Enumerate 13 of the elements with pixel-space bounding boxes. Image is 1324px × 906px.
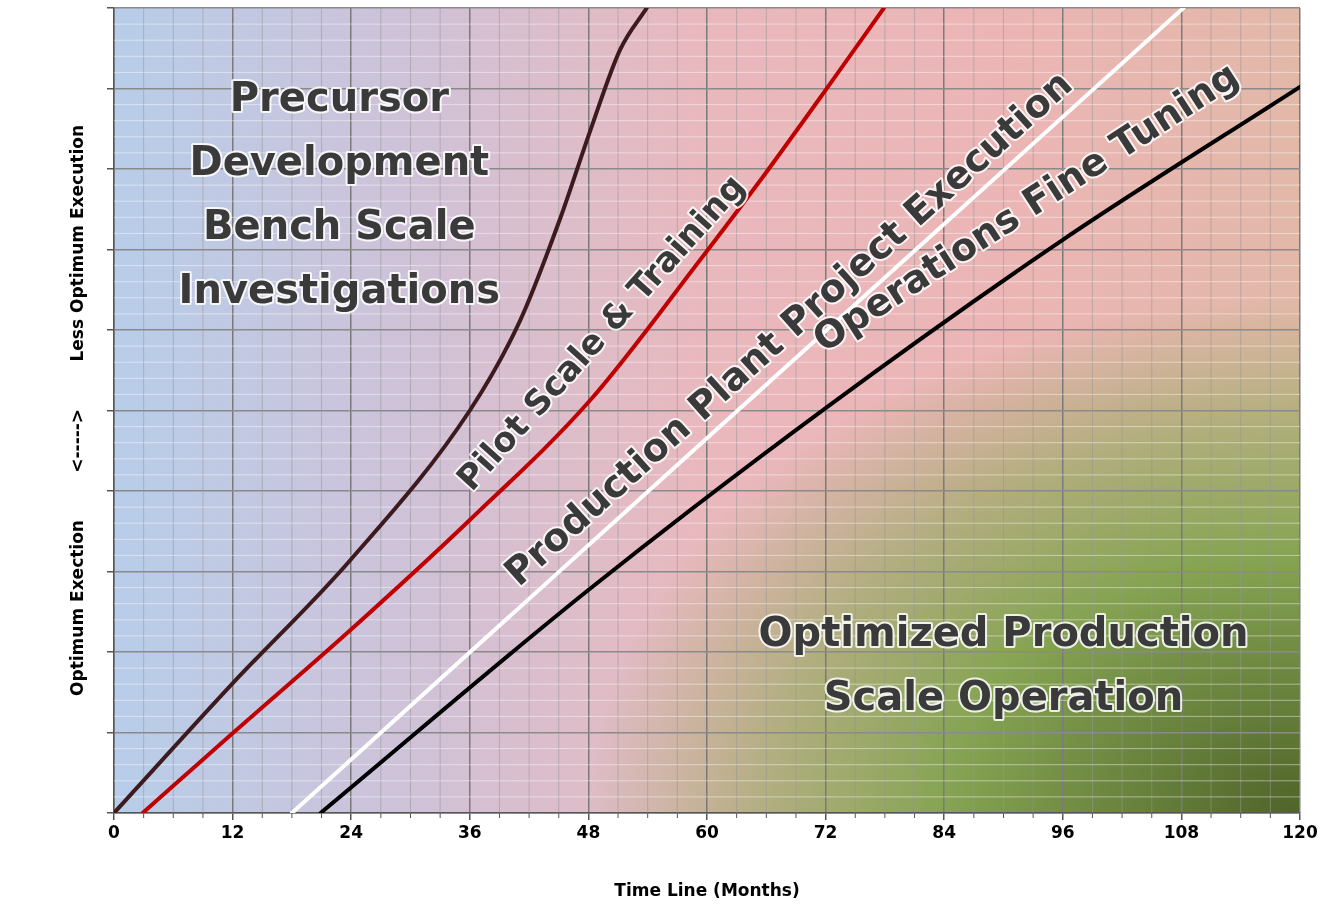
y-axis-title: Optimum Exection <-----> Less Optimum Execution: [66, 125, 87, 696]
x-tick-label: 36: [457, 821, 482, 842]
x-axis-title: Time Line (Months): [614, 880, 800, 901]
x-tick-label: 0: [108, 821, 121, 842]
x-tick-label: 108: [1163, 821, 1200, 842]
x-tick-label: 96: [1050, 821, 1075, 842]
x-tick-label: 48: [576, 821, 601, 842]
x-tick-label: 60: [695, 821, 719, 842]
x-tick-label: 120: [1282, 821, 1318, 842]
x-tick-label: 84: [932, 821, 957, 842]
x-tick-label: 24: [339, 821, 364, 842]
x-tick-label: 72: [813, 821, 838, 842]
x-tick-label: 12: [220, 821, 245, 842]
